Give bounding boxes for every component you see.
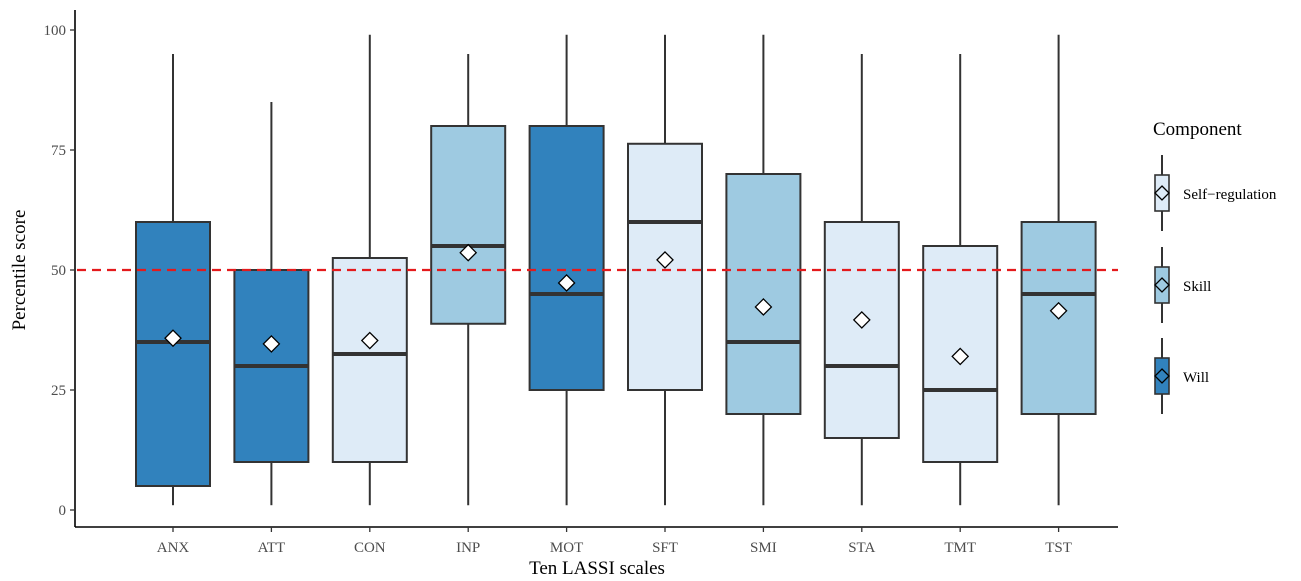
y-tick-label: 0 bbox=[59, 503, 67, 519]
box-body bbox=[823, 221, 900, 439]
x-tick-label: SFT bbox=[652, 540, 678, 556]
box-body bbox=[135, 221, 211, 487]
x-tick-label: TST bbox=[1045, 540, 1072, 556]
legend-entry: Skill bbox=[1154, 247, 1211, 323]
legend: Component Self−regulation Skill Will bbox=[1153, 119, 1277, 414]
mean-marker-sft bbox=[656, 251, 674, 269]
legend-title: Component bbox=[1153, 119, 1242, 140]
box-body bbox=[331, 257, 408, 463]
legend-key-diamond bbox=[1154, 368, 1170, 384]
mean-marker-att bbox=[262, 335, 281, 353]
legend-key-diamond bbox=[1154, 185, 1170, 201]
y-tick-label: 50 bbox=[51, 263, 66, 279]
mean-marker-sta bbox=[852, 311, 871, 329]
legend-key-diamond bbox=[1154, 277, 1170, 293]
x-tick-label: ATT bbox=[258, 540, 286, 556]
x-tick-label: INP bbox=[456, 540, 480, 556]
box-att bbox=[233, 102, 310, 506]
box-mot bbox=[528, 34, 605, 506]
box-tmt bbox=[922, 54, 999, 506]
x-tick-label: CON bbox=[354, 540, 386, 556]
x-axis-title: Ten LASSI scales bbox=[529, 558, 665, 579]
legend-label: Skill bbox=[1183, 279, 1211, 295]
box-inp bbox=[430, 54, 507, 506]
box-body bbox=[725, 173, 802, 415]
legend-label: Self−regulation bbox=[1183, 187, 1277, 203]
mean-marker-smi bbox=[754, 298, 773, 316]
x-tick-label: MOT bbox=[550, 540, 583, 556]
mean-marker-anx bbox=[164, 329, 182, 348]
x-tick-label: ANX bbox=[157, 540, 190, 556]
x-tick-label: SMI bbox=[750, 540, 777, 556]
y-axis-ticks: 0 25 50 75 100 bbox=[44, 23, 75, 519]
box-con bbox=[331, 34, 408, 506]
x-axis-ticks: ANX ATT CON INP MOT SFT SMI STA TMT TST bbox=[157, 527, 1072, 556]
legend-entry: Self−regulation bbox=[1154, 155, 1277, 231]
y-axis-title: Percentile score bbox=[9, 210, 30, 331]
mean-marker-inp bbox=[459, 243, 478, 262]
box-body bbox=[528, 125, 605, 391]
legend-entry: Will bbox=[1154, 338, 1209, 414]
box-sta bbox=[823, 54, 900, 506]
y-tick-label: 25 bbox=[51, 383, 66, 399]
y-tick-label: 100 bbox=[44, 23, 67, 39]
plot-area bbox=[77, 34, 1118, 506]
box-body bbox=[430, 125, 507, 325]
box-anx bbox=[135, 54, 211, 506]
mean-marker-mot bbox=[557, 274, 576, 292]
legend-label: Will bbox=[1183, 370, 1209, 386]
x-tick-label: TMT bbox=[944, 540, 976, 556]
mean-marker-con bbox=[360, 331, 379, 350]
x-tick-label: STA bbox=[848, 540, 875, 556]
mean-marker-tst bbox=[1049, 301, 1068, 320]
y-tick-label: 75 bbox=[51, 143, 66, 159]
box-smi bbox=[725, 34, 802, 506]
mean-marker-tmt bbox=[951, 347, 970, 366]
